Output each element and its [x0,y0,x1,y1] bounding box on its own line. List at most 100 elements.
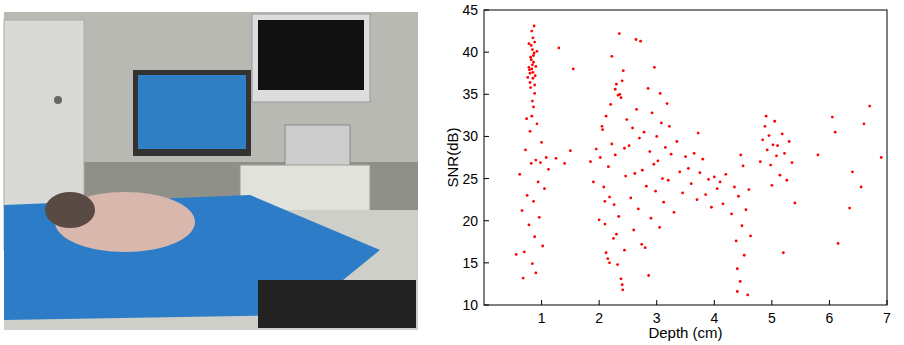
point [530,58,533,61]
point [532,77,535,80]
point [655,135,658,138]
y-tick-label: 45 [462,2,478,18]
point [667,179,670,182]
point [614,88,617,91]
point [749,234,752,237]
point [610,143,613,146]
point [531,48,534,51]
point [698,171,701,174]
point [557,47,560,50]
point [598,218,601,221]
point [528,66,531,69]
monitor-screen [138,75,246,149]
point [518,173,521,176]
point [610,55,613,58]
x-tick [714,300,715,305]
point [785,179,788,182]
point [522,277,525,280]
point [604,200,607,203]
point [770,184,773,187]
point [606,257,609,260]
point [533,41,536,44]
point [768,134,771,137]
point [788,140,791,143]
x-tick-label: 2 [595,310,603,326]
point [529,86,532,89]
y-tick-label: 20 [462,213,478,229]
point [530,44,533,47]
gantry-button [54,96,62,104]
point [730,213,733,216]
y-tick [484,262,489,263]
point [620,277,623,280]
point [539,161,542,164]
point [532,71,535,74]
point [834,131,837,134]
point [622,69,625,72]
point [766,149,769,152]
point [623,249,626,252]
point [863,122,866,125]
point [773,120,776,123]
point [534,272,537,275]
plot-frame [484,10,887,305]
point [666,102,669,105]
point [733,186,736,189]
point [670,153,673,156]
x-tick-label: 6 [826,310,834,326]
point [765,115,768,118]
keyboard [258,280,416,328]
point [782,251,785,254]
point [629,197,632,200]
x-tick [656,300,657,305]
point [533,235,536,238]
point [635,38,638,41]
point [621,288,624,291]
animal-head [45,192,95,228]
x-axis-title: Depth (cm) [648,324,722,341]
point [769,164,772,167]
point [532,36,535,39]
point [662,201,665,204]
point [521,209,524,212]
point [736,290,739,293]
y-axis-title: SNR(dB) [444,127,461,187]
point [693,152,696,155]
point [628,144,631,147]
point [602,186,605,189]
point [632,229,635,232]
point [589,160,592,163]
point [741,224,744,227]
point [533,25,536,28]
ultrasound-monitor [252,14,370,102]
point [615,233,618,236]
point [681,192,684,195]
point [524,149,527,152]
point [624,175,627,178]
x-tick [771,300,772,305]
point [639,40,642,43]
x-tick-label: 5 [768,310,776,326]
x-tick-label: 1 [538,310,546,326]
point [536,122,539,125]
point [601,128,604,131]
x-tick [829,300,830,305]
ultrasound-screen [258,20,364,90]
point [650,217,653,220]
point [661,177,664,180]
point [515,253,518,256]
point [735,240,738,243]
y-tick [484,10,489,11]
point [531,63,534,66]
point [616,263,619,266]
point [736,267,739,270]
point [543,187,546,190]
y-tick [484,136,489,137]
point [532,106,535,109]
point [776,144,779,147]
point [724,173,727,176]
point [637,208,640,211]
point [652,163,655,166]
point [781,133,784,136]
point [530,162,533,165]
